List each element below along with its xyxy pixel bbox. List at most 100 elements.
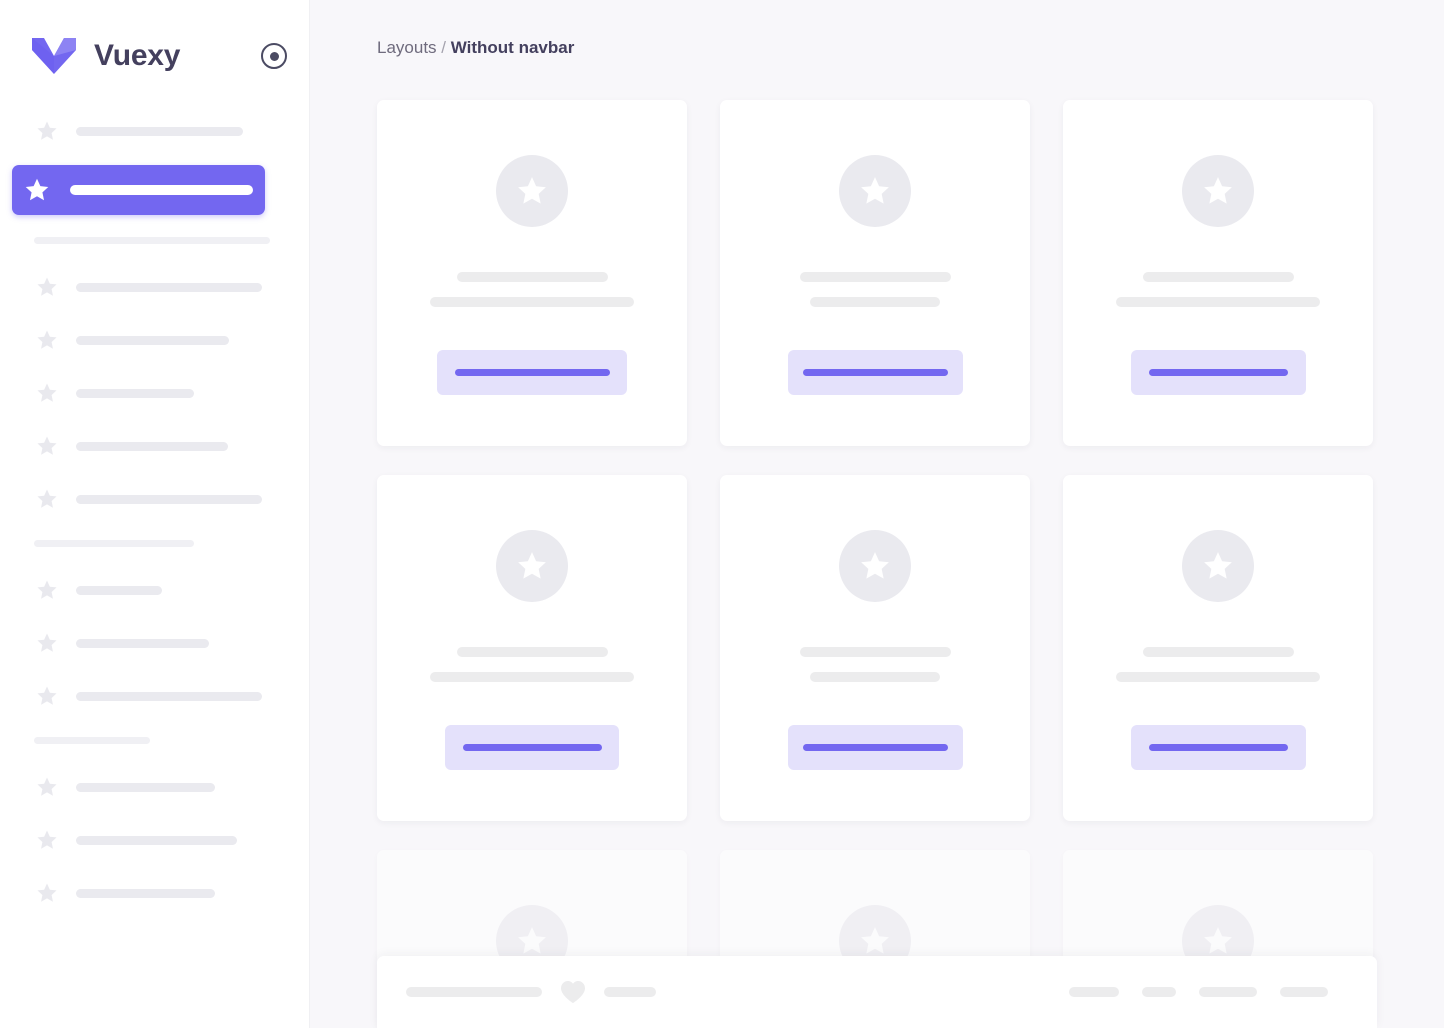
sidebar-item-label-placeholder: [76, 888, 215, 898]
radio-circle-dot-icon[interactable]: [261, 43, 287, 69]
sidebar-item-label-placeholder: [76, 388, 194, 398]
star-icon: [25, 178, 49, 201]
vuexy-v-logo-icon: [32, 38, 76, 74]
card-text-placeholder-bar: [1116, 672, 1320, 682]
card-text-placeholder-bar: [1142, 272, 1294, 282]
card-text-placeholder-bar: [810, 672, 940, 682]
footer-placeholder-bar: [604, 987, 656, 997]
card-avatar: [496, 530, 568, 602]
star-icon: [1204, 552, 1232, 579]
sidebar-item[interactable]: [24, 821, 285, 859]
breadcrumb-parent[interactable]: Layouts: [377, 38, 437, 57]
card-text-placeholder-bar: [430, 672, 634, 682]
star-icon: [37, 883, 57, 902]
star-icon: [861, 177, 889, 204]
sidebar-brand[interactable]: Vuexy: [0, 0, 309, 112]
star-icon: [37, 489, 57, 508]
footer-bar: [377, 956, 1377, 1028]
card-button-label-placeholder: [462, 744, 602, 751]
card-text-placeholders: [1063, 647, 1373, 682]
star-icon: [37, 686, 57, 705]
sidebar-item-label-placeholder: [76, 782, 215, 792]
card-action-button[interactable]: [1130, 350, 1306, 395]
footer-right-group: [1069, 987, 1328, 997]
card-avatar: [1182, 155, 1254, 227]
star-icon: [37, 330, 57, 349]
sidebar-item[interactable]: [24, 112, 285, 150]
sidebar-item-label-placeholder: [76, 691, 262, 701]
card-button-label-placeholder: [1148, 744, 1288, 751]
sidebar-item[interactable]: [24, 624, 285, 662]
sidebar-item[interactable]: [24, 427, 285, 465]
card-avatar: [839, 530, 911, 602]
star-icon: [37, 277, 57, 296]
card-button-label-placeholder: [802, 744, 948, 751]
sidebar-item-active[interactable]: [12, 165, 265, 215]
card-button-label-placeholder: [1148, 369, 1288, 376]
star-icon: [518, 177, 546, 204]
card-text-placeholder-bar: [799, 272, 951, 282]
sidebar-item-label-placeholder: [76, 335, 229, 345]
sidebar-item[interactable]: [24, 677, 285, 715]
content-card[interactable]: [720, 475, 1030, 821]
star-icon: [37, 777, 57, 796]
sidebar-item[interactable]: [24, 374, 285, 412]
card-text-placeholder-bar: [456, 272, 608, 282]
footer-link-placeholder-bar[interactable]: [1142, 987, 1176, 997]
sidebar-item[interactable]: [24, 874, 285, 912]
sidebar-nav: [0, 112, 309, 912]
card-avatar: [839, 155, 911, 227]
breadcrumb-current: Without navbar: [450, 38, 575, 57]
content-card[interactable]: [1063, 100, 1373, 446]
card-action-button[interactable]: [787, 350, 963, 395]
card-action-button[interactable]: [445, 725, 619, 770]
card-text-placeholders: [377, 272, 687, 307]
sidebar-item[interactable]: [24, 480, 285, 518]
sidebar-item-label-placeholder: [76, 638, 209, 648]
card-button-label-placeholder: [454, 369, 610, 376]
content-card[interactable]: [377, 100, 687, 446]
card-text-placeholder-bar: [430, 297, 634, 307]
card-action-button[interactable]: [1130, 725, 1306, 770]
footer-link-placeholder-bar[interactable]: [1069, 987, 1119, 997]
sidebar-section-divider: [34, 540, 194, 547]
content-card[interactable]: [720, 100, 1030, 446]
star-icon: [1204, 177, 1232, 204]
sidebar: Vuexy: [0, 0, 310, 1028]
brand-name: Vuexy: [94, 39, 181, 72]
sidebar-item-label-placeholder: [76, 835, 237, 845]
star-icon: [37, 121, 57, 140]
card-action-button[interactable]: [437, 350, 627, 395]
sidebar-section-divider: [34, 737, 150, 744]
card-action-button[interactable]: [787, 725, 963, 770]
sidebar-item-label-placeholder: [76, 494, 262, 504]
star-icon: [37, 436, 57, 455]
card-avatar: [496, 155, 568, 227]
sidebar-item[interactable]: [24, 571, 285, 609]
footer-link-placeholder-bar[interactable]: [1199, 987, 1257, 997]
star-icon: [37, 633, 57, 652]
breadcrumb-separator: /: [441, 38, 447, 57]
card-grid: [377, 100, 1377, 1028]
heart-icon: [561, 981, 585, 1003]
breadcrumb: Layouts / Without navbar: [310, 0, 1444, 58]
star-icon: [37, 830, 57, 849]
content-card[interactable]: [1063, 475, 1373, 821]
sidebar-item[interactable]: [24, 321, 285, 359]
footer-left-group: [406, 980, 656, 1004]
sidebar-item-label-placeholder: [76, 126, 243, 136]
footer-link-placeholder-bar[interactable]: [1280, 987, 1328, 997]
sidebar-item[interactable]: [24, 268, 285, 306]
card-button-label-placeholder: [802, 369, 948, 376]
star-icon: [861, 927, 889, 954]
sidebar-item[interactable]: [24, 768, 285, 806]
card-text-placeholder-bar: [1142, 647, 1294, 657]
sidebar-item-label-placeholder: [76, 585, 162, 595]
card-text-placeholders: [1063, 272, 1373, 307]
star-icon: [518, 552, 546, 579]
card-text-placeholder-bar: [1116, 297, 1320, 307]
card-text-placeholder-bar: [456, 647, 608, 657]
content-card[interactable]: [377, 475, 687, 821]
card-text-placeholder-bar: [810, 297, 940, 307]
